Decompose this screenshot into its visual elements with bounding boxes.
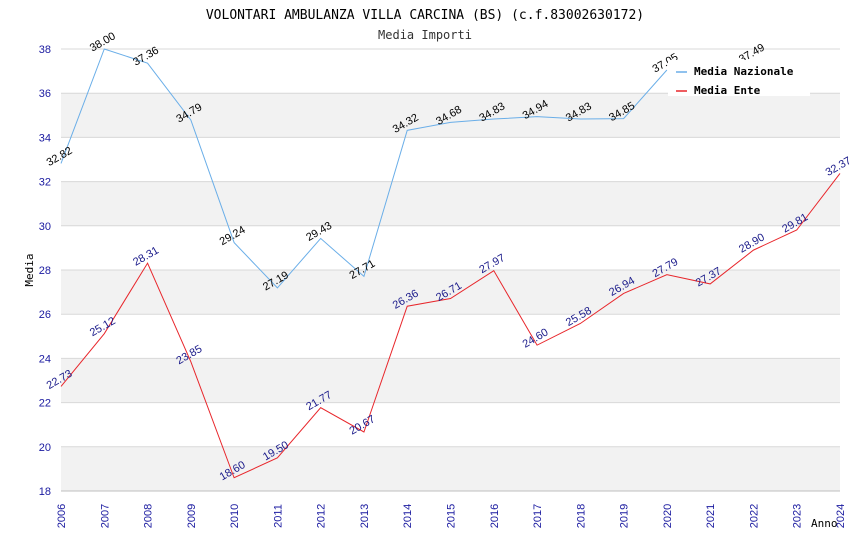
- x-tick-labels: 2006 2007 2008 2009 2010 2011 2012 2013 2014 2015…: [56, 504, 847, 528]
- x-axis-label: Anno: [811, 517, 838, 530]
- x-tick-label: 2017: [532, 504, 544, 528]
- grid-lines: [61, 48, 840, 492]
- x-tick-label: 2011: [272, 504, 284, 528]
- x-tick-label: 2022: [748, 504, 760, 528]
- x-tick-label: 2009: [186, 504, 198, 528]
- y-tick-label: 20: [39, 442, 51, 454]
- x-tick-label: 2013: [359, 504, 371, 528]
- y-axis-label: Media: [23, 253, 36, 286]
- y-tick-labels: 18 20 22 24 26 28 30 32 34 36 38: [39, 44, 51, 498]
- x-tick-label: 2006: [56, 504, 68, 528]
- series-line-nazionale: [60, 48, 668, 289]
- y-tick-label: 24: [39, 353, 51, 365]
- plot-band: [61, 137, 840, 182]
- x-tick-label: 2010: [229, 504, 241, 528]
- x-tick-label: 2014: [402, 504, 414, 528]
- x-tick-label: 2021: [705, 504, 717, 528]
- x-tick-label: 2012: [316, 504, 328, 528]
- legend: Media Nazionale Media Ente: [668, 60, 810, 97]
- x-tick-label: 2018: [575, 504, 587, 528]
- legend-label-naz: Media Nazionale: [694, 65, 794, 78]
- y-tick-label: 28: [39, 265, 51, 277]
- x-tick-label: 2007: [99, 504, 111, 528]
- plot-band: [61, 181, 840, 226]
- y-tick-label: 22: [39, 398, 51, 410]
- chart-subtitle: Media Importi: [378, 28, 472, 42]
- x-tick-label: 2019: [619, 504, 631, 528]
- series-line-ente: [60, 173, 841, 479]
- series-lines: [60, 48, 841, 479]
- chart-title: VOLONTARI AMBULANZA VILLA CARCINA (BS) (…: [206, 8, 644, 23]
- y-tick-label: 30: [39, 221, 51, 233]
- x-tick-label: 2024: [835, 504, 847, 528]
- x-tick-label: 2016: [489, 504, 501, 528]
- legend-box: [668, 60, 810, 96]
- plot-band: [61, 446, 840, 491]
- x-tick-label: 2008: [143, 504, 155, 528]
- y-tick-label: 18: [39, 486, 51, 498]
- y-tick-label: 36: [39, 88, 51, 100]
- y-tick-label: 38: [39, 44, 51, 56]
- x-tick-label: 2020: [662, 504, 674, 528]
- plot-band: [61, 270, 840, 315]
- y-tick-label: 26: [39, 309, 51, 321]
- plot-band: [61, 225, 840, 270]
- plot-band: [61, 314, 840, 359]
- plot-bands: [61, 49, 840, 491]
- plot-band: [61, 358, 840, 403]
- x-tick-label: 2023: [792, 504, 804, 528]
- y-tick-label: 34: [39, 132, 51, 144]
- plot-band: [61, 93, 840, 138]
- plot-band: [61, 402, 840, 447]
- x-tick-label: 2015: [446, 504, 458, 528]
- y-tick-label: 32: [39, 177, 51, 189]
- legend-label-ente: Media Ente: [694, 84, 761, 97]
